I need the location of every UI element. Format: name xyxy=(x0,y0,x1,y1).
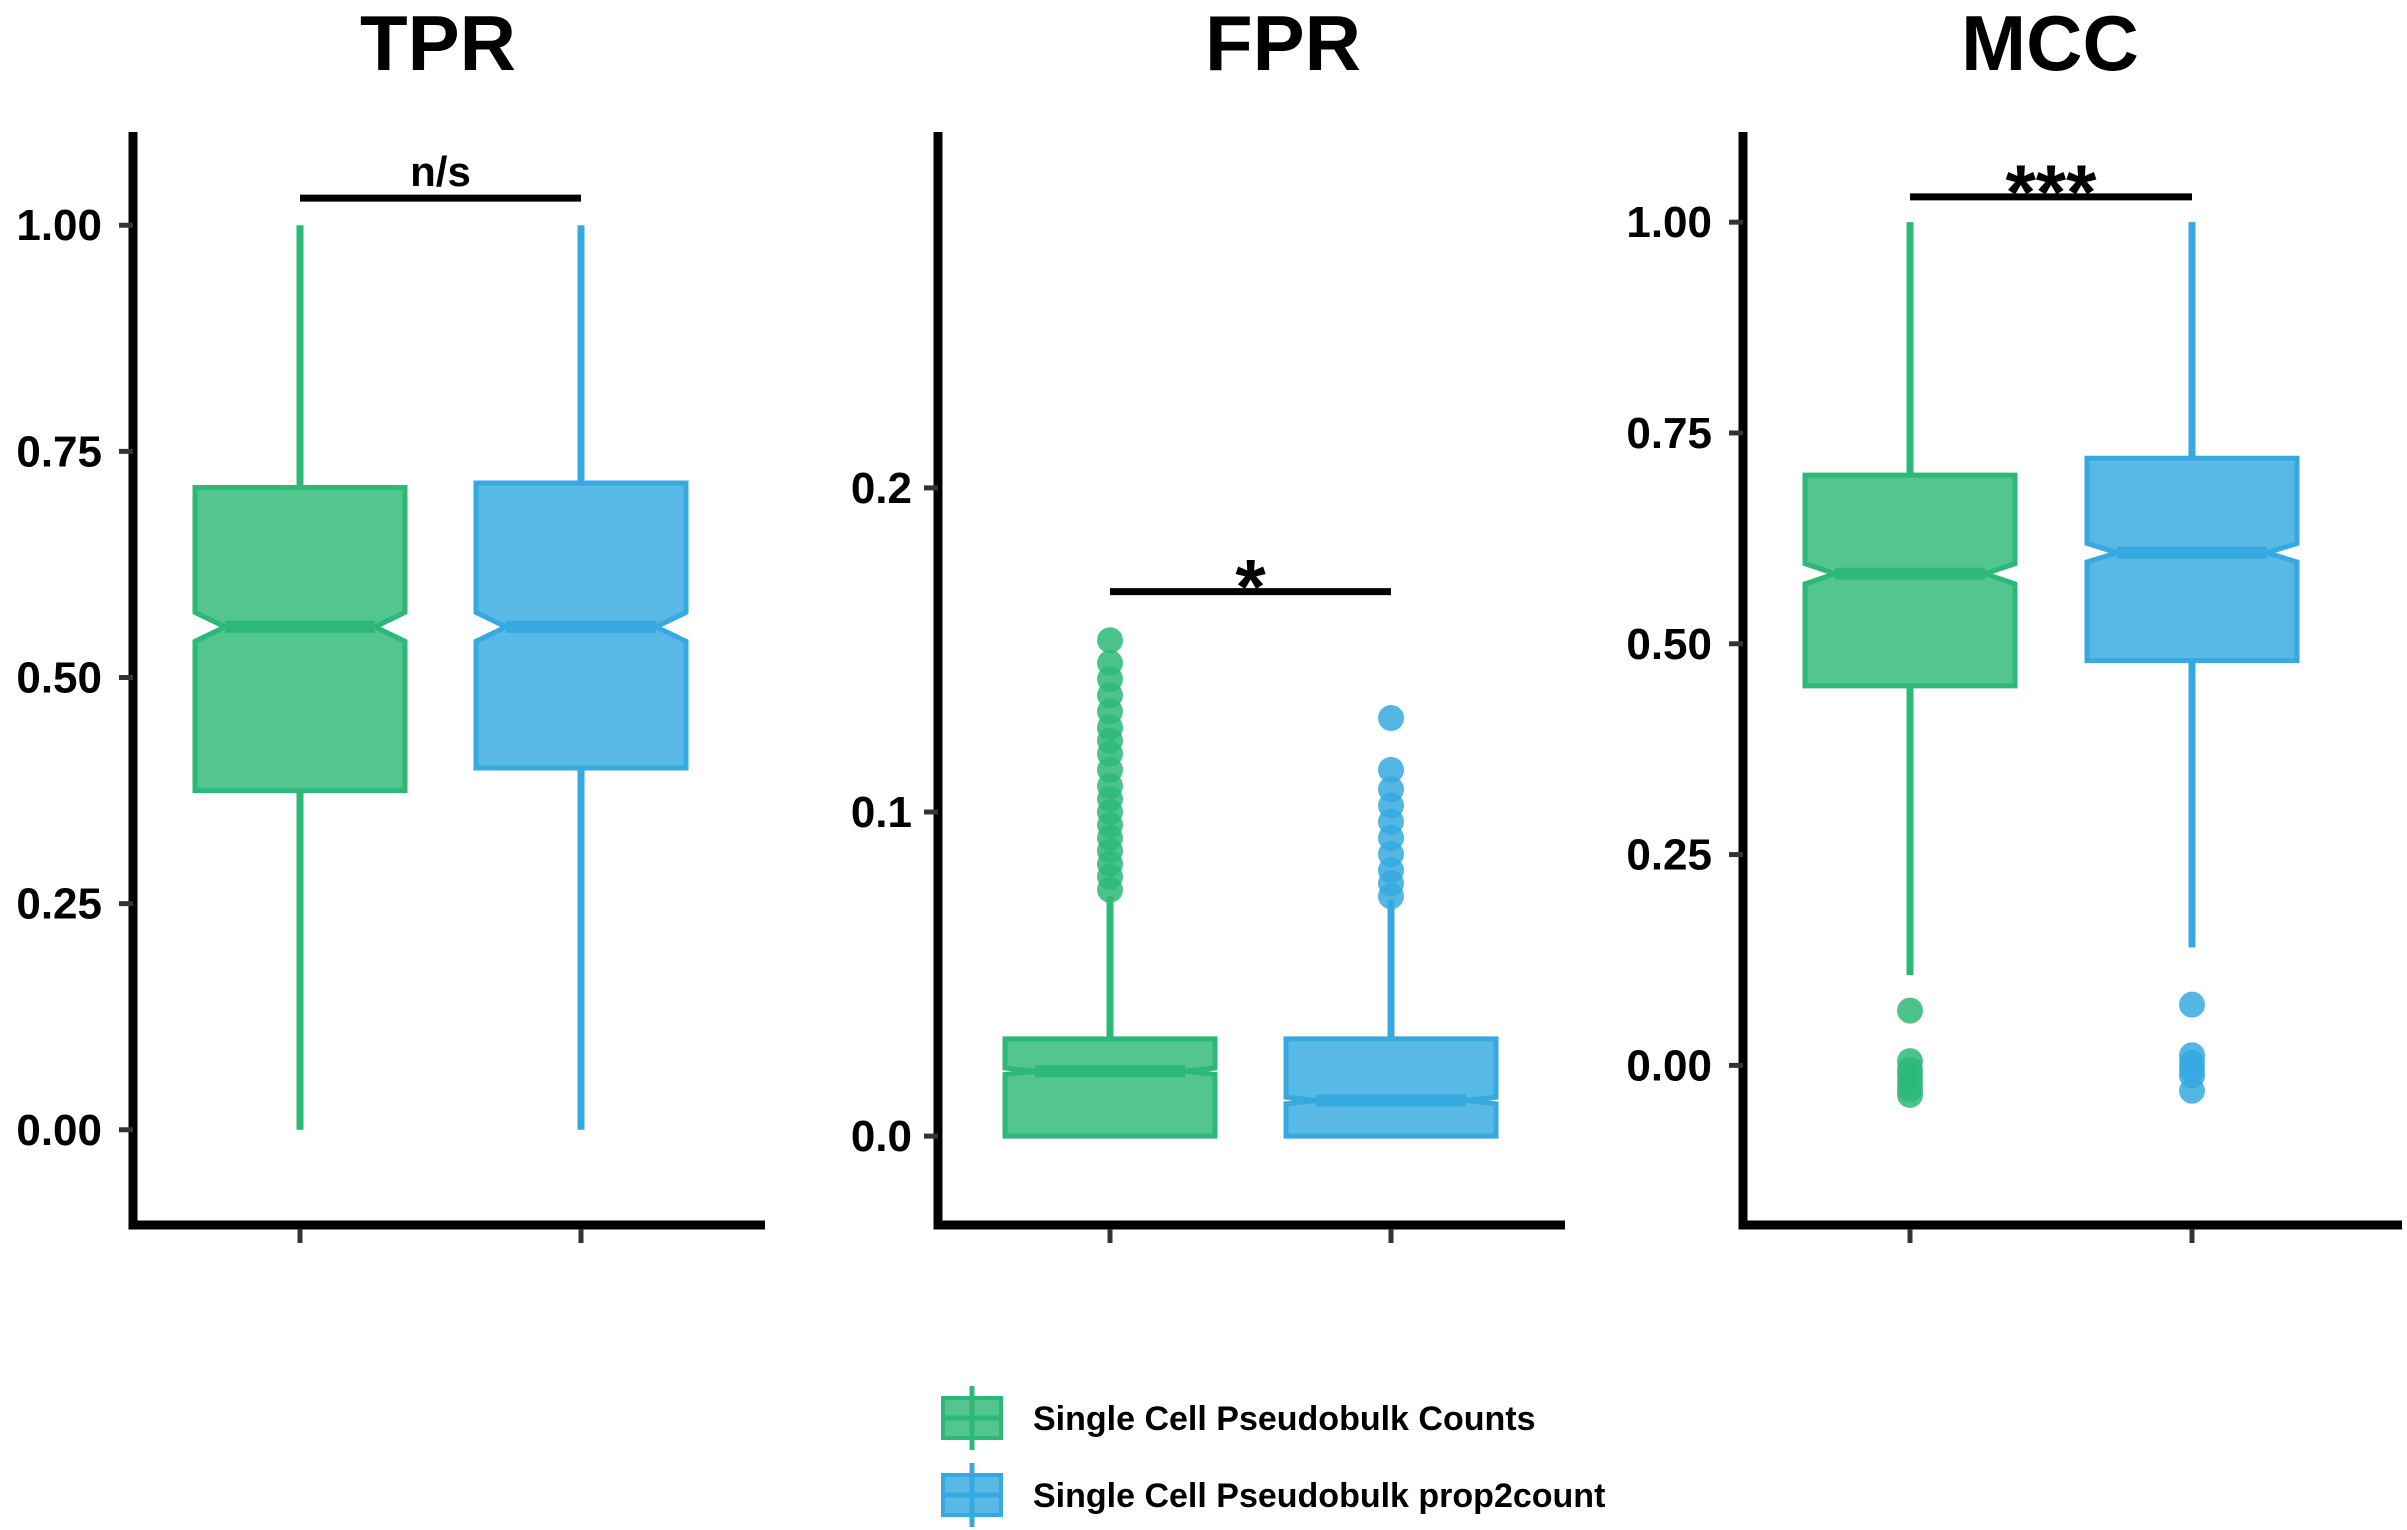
significance-label: *** xyxy=(2005,148,2097,236)
outlier-point xyxy=(1097,627,1123,654)
box-body xyxy=(1283,1036,1499,1139)
box-prop2count xyxy=(1283,705,1499,1139)
box-body xyxy=(1002,1036,1218,1139)
panel-title: MCC xyxy=(1961,0,2139,87)
y-tick-label: 0.00 xyxy=(16,1106,102,1155)
y-tick-label: 0.25 xyxy=(1626,831,1712,880)
panel-title: FPR xyxy=(1205,0,1361,87)
y-tick-label: 0.1 xyxy=(851,788,912,837)
y-tick-label: 0.75 xyxy=(1626,409,1712,458)
y-tick-label: 0.2 xyxy=(851,464,912,513)
panel-fpr: FPR 0.0 0.1 0.2 * xyxy=(851,0,1565,1243)
outlier-point xyxy=(1097,876,1123,903)
legend: Single Cell Pseudobulk Counts Single Cell… xyxy=(941,1386,1605,1527)
box-body xyxy=(2084,455,2300,664)
box-counts xyxy=(1802,222,2018,1108)
panel-tpr: TPR 0.00 0.25 0.50 0.75 1.00 n/s xyxy=(16,0,765,1243)
significance-label: n/s xyxy=(410,148,471,195)
outlier-point xyxy=(1897,997,1923,1024)
outlier-point xyxy=(2179,991,2205,1018)
outlier-point xyxy=(1378,883,1404,910)
legend-label: Single Cell Pseudobulk prop2count xyxy=(1033,1477,1605,1515)
box-body xyxy=(192,485,408,794)
legend-item: Single Cell Pseudobulk Counts xyxy=(941,1386,1536,1450)
box-prop2count xyxy=(2084,222,2300,1104)
panel-mcc: MCC 0.00 0.25 0.50 0.75 1.00 *** xyxy=(1626,0,2402,1243)
y-tick-label: 0.50 xyxy=(1626,620,1712,669)
y-tick-label: 1.00 xyxy=(1626,198,1712,247)
y-tick-label: 0.75 xyxy=(16,427,102,476)
outlier-point xyxy=(1378,756,1404,783)
y-tick-label: 0.0 xyxy=(851,1112,912,1161)
box-counts xyxy=(1002,627,1218,1139)
y-tick-label: 1.00 xyxy=(16,201,102,250)
legend-label: Single Cell Pseudobulk Counts xyxy=(1033,1400,1536,1438)
box-counts xyxy=(192,225,408,1130)
significance-label: * xyxy=(1235,543,1266,631)
box-body xyxy=(1802,472,2018,689)
outlier-point xyxy=(2179,1077,2205,1104)
y-tick-label: 0.25 xyxy=(16,880,102,929)
panel-title: TPR xyxy=(360,0,516,87)
box-prop2count xyxy=(473,225,689,1130)
y-tick-label: 0.50 xyxy=(16,654,102,703)
outlier-point xyxy=(1897,1081,1923,1108)
legend-item: Single Cell Pseudobulk prop2count xyxy=(941,1463,1605,1527)
outlier-point xyxy=(1378,705,1404,732)
y-tick-label: 0.00 xyxy=(1626,1041,1712,1090)
